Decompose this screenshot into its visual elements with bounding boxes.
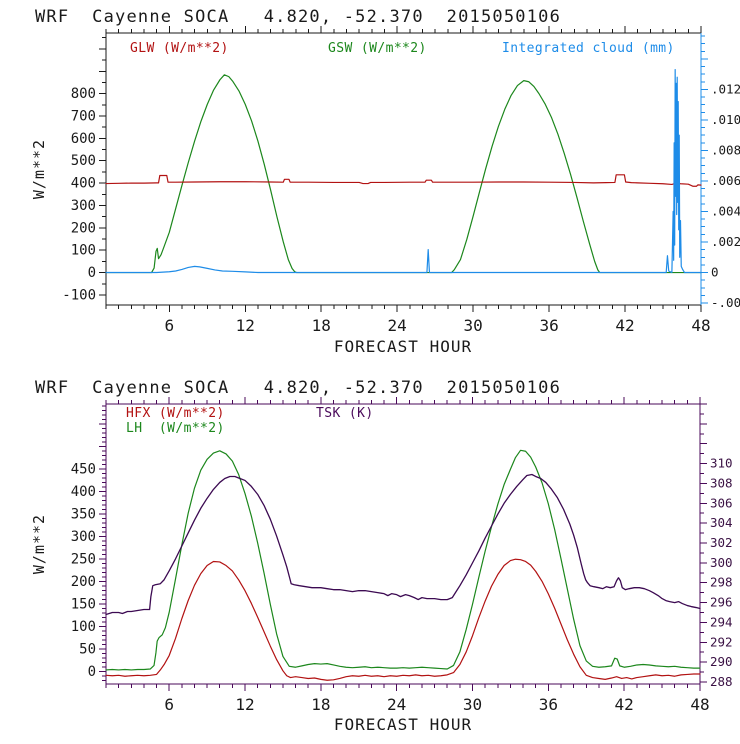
left-tick-label: 700: [71, 108, 96, 124]
right-tick-label: .002: [711, 234, 740, 249]
left-tick-label: 0: [88, 664, 96, 680]
x-tick-label: 30: [463, 316, 482, 335]
y-axis-label: W/m**2: [30, 514, 48, 574]
x-axis-label: FORECAST HOUR: [334, 337, 472, 356]
right-tick-label: .012: [711, 81, 740, 96]
right-tick-label: 296: [710, 595, 733, 610]
right-tick-label: 294: [710, 614, 733, 629]
x-tick-label: 12: [235, 695, 254, 714]
x-tick-label: 36: [539, 316, 558, 335]
right-tick-label: 306: [710, 495, 733, 510]
left-tick-label: 50: [79, 642, 96, 658]
right-tick-label: .010: [711, 112, 740, 127]
x-tick-label: 30: [463, 695, 482, 714]
legend-hfx: HFX (W/m**2): [126, 406, 225, 421]
right-tick-label: 308: [710, 475, 733, 490]
x-tick-label: 12: [236, 316, 255, 335]
left-tick-label: 400: [71, 176, 96, 192]
top-chart-axes: 6 12 18 24 30 36 42 48 -100 0 100 200 300 400 500 600 70…: [62, 26, 740, 335]
chart-title: WRF Cayenne SOCA 4.820, -52.370 20150501…: [35, 378, 561, 398]
right-tick-label: -.002: [711, 295, 740, 310]
series-hfx: [105, 558, 701, 681]
legend-integrated-cloud: Integrated cloud (mm): [502, 41, 675, 56]
legend-glw: GLW (W/m**2): [130, 41, 229, 56]
legend-lh: LH (W/m**2): [126, 421, 225, 436]
right-tick-label: 292: [710, 634, 733, 649]
right-tick-label: 290: [710, 654, 733, 669]
left-tick-label: 200: [71, 574, 96, 590]
left-tick-label: 800: [71, 86, 96, 102]
left-tick-label: 300: [71, 198, 96, 214]
right-tick-label: .008: [711, 142, 740, 157]
bottom-chart-axes: 6 12 18 24 30 36 42 48 0 50 100 150 200 250 300 350 400 4…: [71, 397, 733, 714]
left-tick-label: 500: [71, 153, 96, 169]
right-tick-label: 288: [710, 674, 733, 689]
x-tick-label: 36: [539, 695, 558, 714]
right-tick-label: 304: [710, 515, 733, 530]
x-tick-label: 6: [164, 316, 174, 335]
right-tick-label: 0: [711, 265, 719, 280]
x-tick-label: 18: [311, 695, 330, 714]
left-tick-label: -100: [62, 287, 96, 303]
left-tick-label: 200: [71, 220, 96, 236]
top-chart: WRF Cayenne SOCA 4.820, -52.370 20150501…: [30, 7, 740, 356]
x-axis-label: FORECAST HOUR: [334, 715, 472, 734]
right-tick-label: .006: [711, 173, 740, 188]
x-tick-label: 6: [164, 695, 174, 714]
legend-tsk: TSK (K): [316, 406, 374, 421]
bottom-chart-series: [105, 449, 701, 681]
left-tick-label: 300: [71, 529, 96, 545]
chart-title: WRF Cayenne SOCA 4.820, -52.370 20150501…: [35, 7, 561, 27]
left-tick-label: 0: [88, 265, 96, 281]
left-tick-label: 400: [71, 484, 96, 500]
series-lh: [105, 449, 701, 671]
x-tick-label: 42: [615, 695, 634, 714]
left-tick-label: 100: [71, 243, 96, 259]
right-tick-label: 310: [710, 456, 733, 471]
left-tick-label: 150: [71, 597, 96, 613]
series-glw: [105, 174, 702, 187]
series-gsw: [105, 74, 702, 274]
left-tick-label: 100: [71, 619, 96, 635]
left-tick-label: 250: [71, 552, 96, 568]
x-tick-label: 24: [388, 316, 407, 335]
top-chart-series: [105, 69, 702, 274]
y-axis-label: W/m**2: [30, 139, 48, 199]
left-tick-label: 350: [71, 507, 96, 523]
x-tick-label: 42: [615, 316, 634, 335]
series-integrated-cloud: [105, 69, 702, 274]
x-tick-label: 24: [387, 695, 406, 714]
left-tick-label: 450: [71, 462, 96, 478]
x-tick-label: 18: [312, 316, 331, 335]
right-tick-label: .004: [711, 203, 740, 218]
x-tick-label: 48: [690, 695, 709, 714]
bottom-chart: WRF Cayenne SOCA 4.820, -52.370 20150501…: [30, 378, 733, 734]
left-tick-label: 600: [71, 131, 96, 147]
right-tick-label: 298: [710, 575, 733, 590]
right-tick-label: 302: [710, 535, 733, 550]
right-tick-label: 300: [710, 555, 733, 570]
series-tsk: [105, 473, 701, 616]
x-tick-label: 48: [691, 316, 710, 335]
legend-gsw: GSW (W/m**2): [328, 41, 427, 56]
